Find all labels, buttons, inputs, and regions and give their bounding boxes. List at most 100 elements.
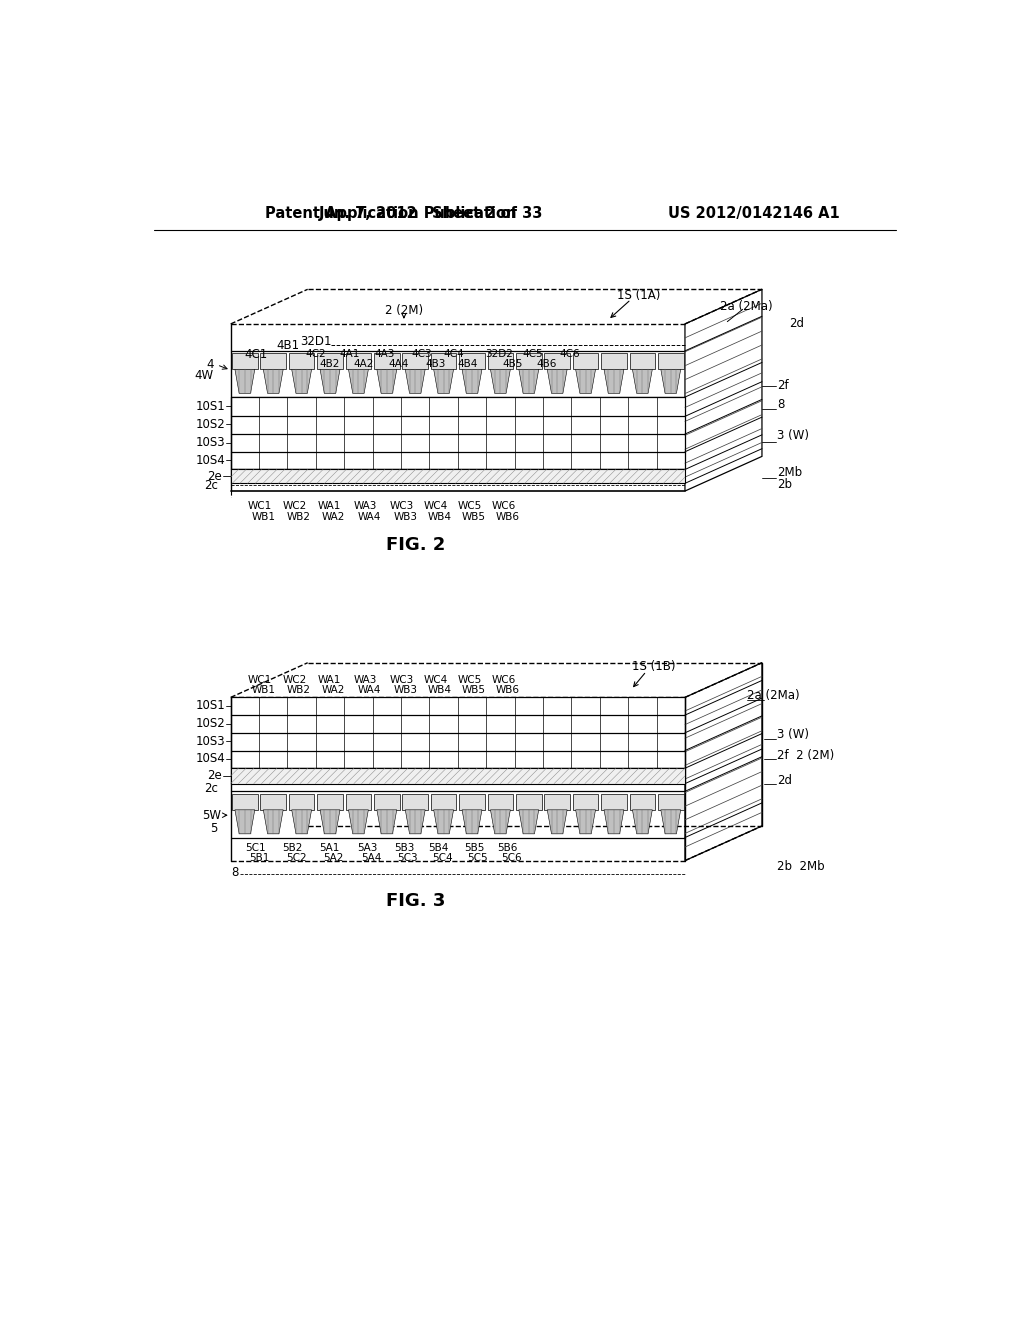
Polygon shape — [292, 810, 311, 834]
Text: FIG. 2: FIG. 2 — [386, 536, 445, 554]
Bar — [289, 354, 314, 370]
Bar — [572, 354, 598, 370]
Bar — [232, 793, 258, 810]
Polygon shape — [434, 810, 454, 834]
Text: WA3: WA3 — [353, 502, 377, 511]
Text: 2b: 2b — [777, 478, 793, 491]
Text: WA1: WA1 — [317, 675, 341, 685]
Bar — [374, 354, 399, 370]
Text: WB6: WB6 — [496, 512, 520, 523]
Polygon shape — [462, 370, 482, 393]
Bar — [658, 354, 684, 370]
Polygon shape — [490, 810, 510, 834]
Text: 10S4: 10S4 — [196, 752, 225, 766]
Text: WB1: WB1 — [252, 512, 275, 523]
Text: 5B4: 5B4 — [428, 843, 449, 853]
Text: WB3: WB3 — [393, 512, 418, 523]
Text: 2c: 2c — [205, 781, 218, 795]
Bar — [260, 354, 286, 370]
Polygon shape — [575, 370, 596, 393]
Text: 5B6: 5B6 — [498, 843, 518, 853]
Bar — [230, 697, 685, 768]
Text: 2 (2M): 2 (2M) — [385, 304, 423, 317]
Polygon shape — [660, 810, 681, 834]
Text: 8: 8 — [777, 399, 784, 412]
Text: 8: 8 — [231, 866, 239, 879]
Bar — [572, 793, 598, 810]
Text: 5C3: 5C3 — [397, 853, 418, 862]
Polygon shape — [575, 810, 596, 834]
Bar — [230, 768, 685, 784]
Text: 4B5: 4B5 — [503, 359, 522, 370]
Text: 10S1: 10S1 — [196, 700, 225, 713]
Text: WC4: WC4 — [423, 502, 447, 511]
Bar — [402, 354, 428, 370]
Text: 5C5: 5C5 — [468, 853, 488, 862]
Text: 4B3: 4B3 — [425, 359, 445, 370]
Text: 10S1: 10S1 — [196, 400, 225, 413]
Text: WC5: WC5 — [458, 675, 481, 685]
Text: 4C2: 4C2 — [305, 348, 326, 359]
Text: 32D1: 32D1 — [300, 335, 332, 348]
Text: 2d: 2d — [777, 774, 793, 787]
Text: 4C4: 4C4 — [443, 348, 464, 359]
Text: 5A1: 5A1 — [319, 843, 339, 853]
Text: 5B2: 5B2 — [282, 843, 302, 853]
Text: 5C1: 5C1 — [245, 843, 265, 853]
Bar — [459, 793, 484, 810]
Text: WB5: WB5 — [461, 685, 485, 694]
Bar — [545, 793, 570, 810]
Text: WC5: WC5 — [458, 502, 481, 511]
Polygon shape — [348, 810, 369, 834]
Text: Patent Application Publication: Patent Application Publication — [265, 206, 517, 222]
Text: 4B1: 4B1 — [276, 339, 300, 352]
Text: 5B3: 5B3 — [393, 843, 414, 853]
Text: 10S3: 10S3 — [196, 436, 225, 449]
Bar — [431, 354, 457, 370]
Bar — [658, 793, 684, 810]
Text: 2d: 2d — [788, 317, 804, 330]
Text: WC6: WC6 — [492, 502, 516, 511]
Bar — [516, 793, 542, 810]
Text: 10S2: 10S2 — [196, 417, 225, 430]
Bar — [630, 354, 655, 370]
Polygon shape — [547, 810, 567, 834]
Text: 4W: 4W — [195, 370, 214, 381]
Text: WC4: WC4 — [423, 675, 447, 685]
Polygon shape — [406, 370, 425, 393]
Polygon shape — [685, 663, 762, 861]
Text: 4C1: 4C1 — [245, 348, 267, 362]
Bar — [545, 354, 570, 370]
Polygon shape — [633, 370, 652, 393]
Text: WC2: WC2 — [283, 675, 307, 685]
Bar — [374, 793, 399, 810]
Text: WB2: WB2 — [287, 512, 310, 523]
Text: WA1: WA1 — [317, 502, 341, 511]
Polygon shape — [490, 370, 510, 393]
Text: WA2: WA2 — [322, 685, 345, 694]
Text: 4C6: 4C6 — [559, 348, 580, 359]
Text: 2f  2 (2M): 2f 2 (2M) — [777, 748, 835, 762]
Polygon shape — [234, 370, 255, 393]
Polygon shape — [263, 810, 284, 834]
Text: WA4: WA4 — [357, 512, 381, 523]
Text: 4A4: 4A4 — [388, 359, 409, 370]
Polygon shape — [234, 810, 255, 834]
Text: FIG. 3: FIG. 3 — [386, 892, 445, 911]
Text: Jun. 7, 2012   Sheet 2 of 33: Jun. 7, 2012 Sheet 2 of 33 — [318, 206, 543, 222]
Polygon shape — [519, 810, 539, 834]
Bar — [346, 793, 372, 810]
Bar — [601, 793, 627, 810]
Text: WB2: WB2 — [287, 685, 310, 694]
Polygon shape — [604, 810, 624, 834]
Bar — [459, 354, 484, 370]
Text: WB1: WB1 — [252, 685, 275, 694]
Text: WB4: WB4 — [427, 512, 452, 523]
Text: WA4: WA4 — [357, 685, 381, 694]
Text: 2Mb: 2Mb — [777, 466, 803, 479]
Text: WC1: WC1 — [248, 502, 272, 511]
Text: 2a (2Ma): 2a (2Ma) — [746, 689, 799, 702]
Text: 5A4: 5A4 — [361, 853, 382, 862]
Text: 4B2: 4B2 — [319, 359, 339, 370]
Text: WA2: WA2 — [322, 512, 345, 523]
